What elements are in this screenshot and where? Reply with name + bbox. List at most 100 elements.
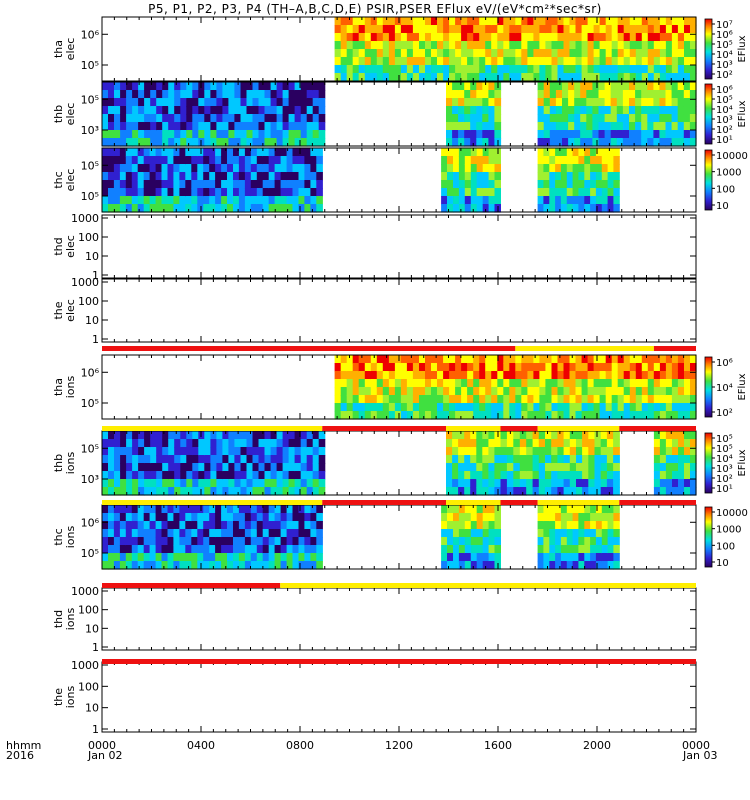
spectrogram-cell <box>545 379 552 388</box>
spectrogram-cell <box>102 180 109 189</box>
spectrogram-cell <box>222 447 229 456</box>
spectrogram-cell <box>659 463 667 472</box>
spectrogram-cell <box>622 138 630 147</box>
spectrogram-cell <box>575 65 583 74</box>
spectrogram-cell <box>575 57 583 66</box>
spectrogram-cell <box>167 545 175 554</box>
spectrogram-cell <box>376 49 384 58</box>
spectrogram-cell <box>635 90 642 99</box>
spectrogram-cell <box>352 65 360 74</box>
spectrogram-cell <box>234 130 241 139</box>
spectrogram-cell <box>174 138 181 147</box>
spectrogram-cell <box>340 65 348 74</box>
spectrogram-cell <box>653 395 661 404</box>
spectrogram-cell <box>500 447 508 456</box>
spectrogram-cell <box>629 122 636 131</box>
spectrogram-cell <box>563 479 571 488</box>
spectrogram-cell <box>537 196 544 205</box>
spectrogram-cell <box>582 471 589 480</box>
spectrogram-cell <box>595 164 603 173</box>
spectrogram-cell <box>108 114 115 123</box>
spectrogram-cell <box>617 379 625 388</box>
spectrogram-cell <box>376 387 384 396</box>
spectrogram-cell <box>256 513 264 522</box>
spectrogram-cell <box>316 164 323 173</box>
spectrogram-cell <box>588 471 596 480</box>
spectrogram-cell <box>256 156 264 165</box>
spectrogram-cell <box>222 90 229 99</box>
spectrogram-cell <box>503 49 510 58</box>
spectrogram-cell <box>677 395 685 404</box>
spectrogram-cell <box>102 521 109 530</box>
spectrogram-cell <box>108 204 115 213</box>
end-date-label: Jan 03 <box>683 749 718 762</box>
spectrogram-cell <box>288 431 296 440</box>
spectrogram-cell <box>144 82 151 91</box>
spectrogram-cell <box>102 455 109 464</box>
spectrogram-cell <box>162 463 169 472</box>
spectrogram-cell <box>310 188 317 197</box>
spectrogram-cell <box>204 447 211 456</box>
spectrogram-cell <box>526 455 534 464</box>
spectrogram-cell <box>563 471 571 480</box>
spectrogram-cell <box>155 180 163 189</box>
spectrogram-cell <box>191 172 198 181</box>
spectrogram-cell <box>557 471 565 480</box>
spectrogram-cell <box>149 529 157 538</box>
spectrogram-cell <box>513 431 521 440</box>
spectrogram-cell <box>476 487 483 496</box>
spectrogram-cell <box>629 363 637 372</box>
spectrogram-cell <box>215 156 222 165</box>
spectrogram-cell <box>605 41 613 50</box>
spectrogram-cell <box>555 505 562 514</box>
spectrogram-cell <box>479 363 486 372</box>
spectrogram-cell <box>671 355 679 364</box>
spectrogram-cell <box>274 148 282 157</box>
spectrogram-cell <box>449 363 456 372</box>
spectrogram-cell <box>126 487 133 496</box>
spectrogram-cell <box>689 90 697 99</box>
spectrogram-cell <box>258 479 266 488</box>
spectrogram-cell <box>488 98 496 107</box>
spectrogram-cell <box>575 371 583 380</box>
spectrogram-cell <box>185 505 192 514</box>
spectrogram-cell <box>455 73 462 82</box>
spectrogram-cell <box>382 25 390 34</box>
spectrogram-cell <box>310 204 317 213</box>
spectrogram-cell <box>623 65 631 74</box>
spectrogram-cell <box>394 355 402 364</box>
spectrogram-cell <box>563 49 571 58</box>
spectrogram-cell <box>595 188 603 197</box>
y-tick-label: 10⁵ <box>81 442 99 455</box>
spectrogram-cell <box>108 188 115 197</box>
spectrogram-cell <box>233 148 240 157</box>
spectrogram-cell <box>521 363 528 372</box>
spectrogram-cell <box>382 363 390 372</box>
spectrogram-cell <box>593 395 601 404</box>
spectrogram-cell <box>601 164 609 173</box>
spectrogram-cell <box>179 164 186 173</box>
spectrogram-cell <box>595 180 603 189</box>
spectrogram-cell <box>527 363 534 372</box>
spectrogram-cell <box>578 529 585 538</box>
spectrogram-cell <box>280 521 288 530</box>
spectrogram-cell <box>316 561 323 570</box>
spectrogram-cell <box>683 114 691 123</box>
spectrogram-cell <box>582 463 589 472</box>
spectrogram-cell <box>590 561 597 570</box>
spectrogram-cell <box>588 487 596 496</box>
spectrogram-cell <box>665 355 673 364</box>
spectrogram-cell <box>294 455 302 464</box>
spectrogram-cell <box>500 487 508 496</box>
spectrogram-cell <box>461 371 468 380</box>
spectrogram-cell <box>180 114 187 123</box>
spectrogram-cell <box>204 463 211 472</box>
spectrogram-cell <box>108 90 115 99</box>
spectrogram-cell <box>509 33 516 42</box>
spectrogram-cell <box>581 363 589 372</box>
spectrogram-cell <box>270 98 278 107</box>
spectrogram-cell <box>515 73 522 82</box>
spectrogram-cell <box>598 130 606 139</box>
spectrogram-cell <box>623 379 631 388</box>
